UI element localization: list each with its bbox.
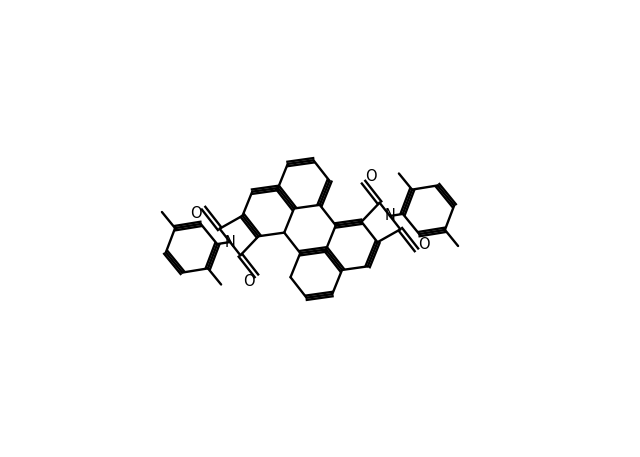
Text: N: N — [225, 234, 236, 250]
Text: O: O — [191, 206, 202, 221]
Text: O: O — [365, 169, 376, 184]
Text: O: O — [243, 274, 255, 289]
Text: N: N — [385, 208, 396, 223]
Text: O: O — [418, 237, 429, 252]
